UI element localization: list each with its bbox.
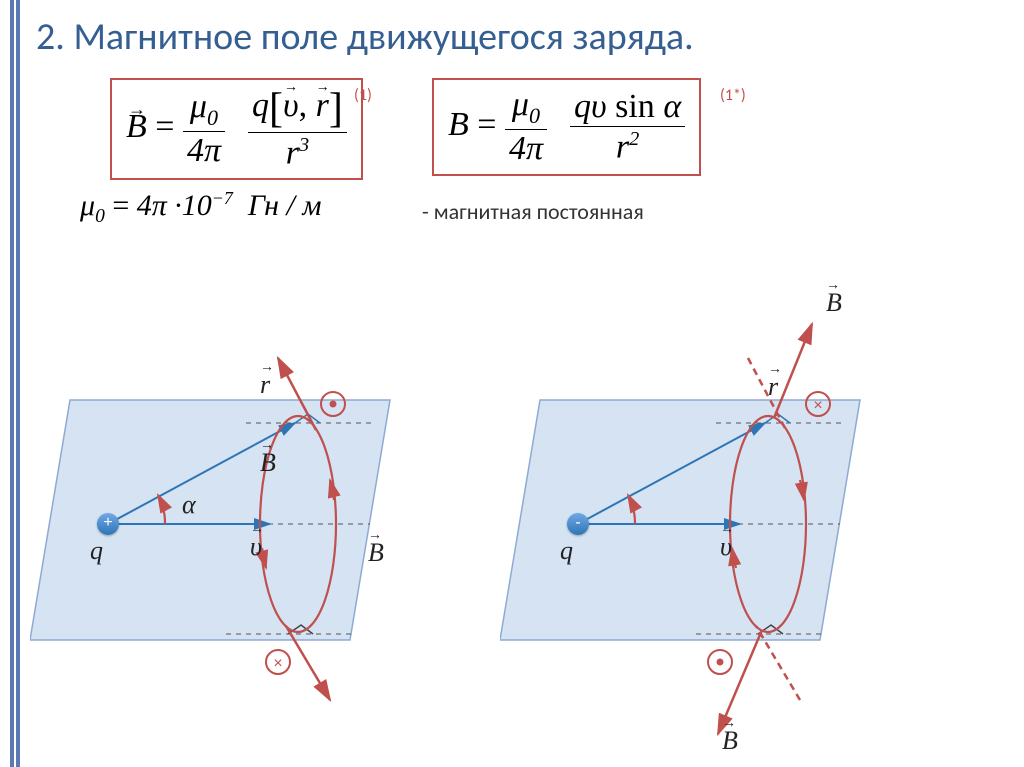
dot-icon bbox=[330, 401, 337, 408]
b-label-center: →B bbox=[260, 448, 276, 478]
mu-caption: - магнитная постоянная bbox=[422, 198, 644, 225]
cross-icon: × bbox=[813, 397, 822, 414]
diagram-negative-charge: × - q →υ →r →B →B bbox=[500, 280, 960, 710]
b-label-right: →B bbox=[368, 538, 384, 568]
cross-icon: × bbox=[273, 655, 282, 672]
formula-1-label: (1) bbox=[354, 86, 372, 105]
mu-constant: μ0 = 4π ·10−7 Гн / м bbox=[80, 188, 321, 228]
v-label: →υ bbox=[250, 532, 262, 562]
q-label: q bbox=[560, 536, 573, 566]
charge-sign: - bbox=[575, 514, 580, 531]
charge-positive: + bbox=[97, 513, 119, 535]
r-label: →r bbox=[768, 372, 778, 402]
q-label: q bbox=[90, 536, 103, 566]
r-label: →r bbox=[260, 370, 270, 400]
charge-sign: + bbox=[103, 514, 112, 531]
formula-2-label: (1*) bbox=[720, 86, 746, 105]
formula-2-box: B = μ0 4π qυ sin α r2 bbox=[432, 78, 701, 176]
side-accent bbox=[0, 0, 18, 767]
b-label-bottom: →B bbox=[722, 726, 738, 756]
b-label-top: →B bbox=[826, 288, 842, 318]
dot-icon bbox=[717, 659, 724, 666]
diagram-positive-charge: × + q →υ →r α →B →B bbox=[30, 280, 490, 710]
alpha-label: α bbox=[182, 490, 196, 520]
page-title: 2. Магнитное поле движущегося заряда. bbox=[36, 14, 694, 60]
formula-1-box: →B = μ0 4π q[→υ, →r] r3 bbox=[110, 78, 363, 180]
v-label: →υ bbox=[720, 532, 732, 562]
charge-negative: - bbox=[567, 513, 589, 535]
